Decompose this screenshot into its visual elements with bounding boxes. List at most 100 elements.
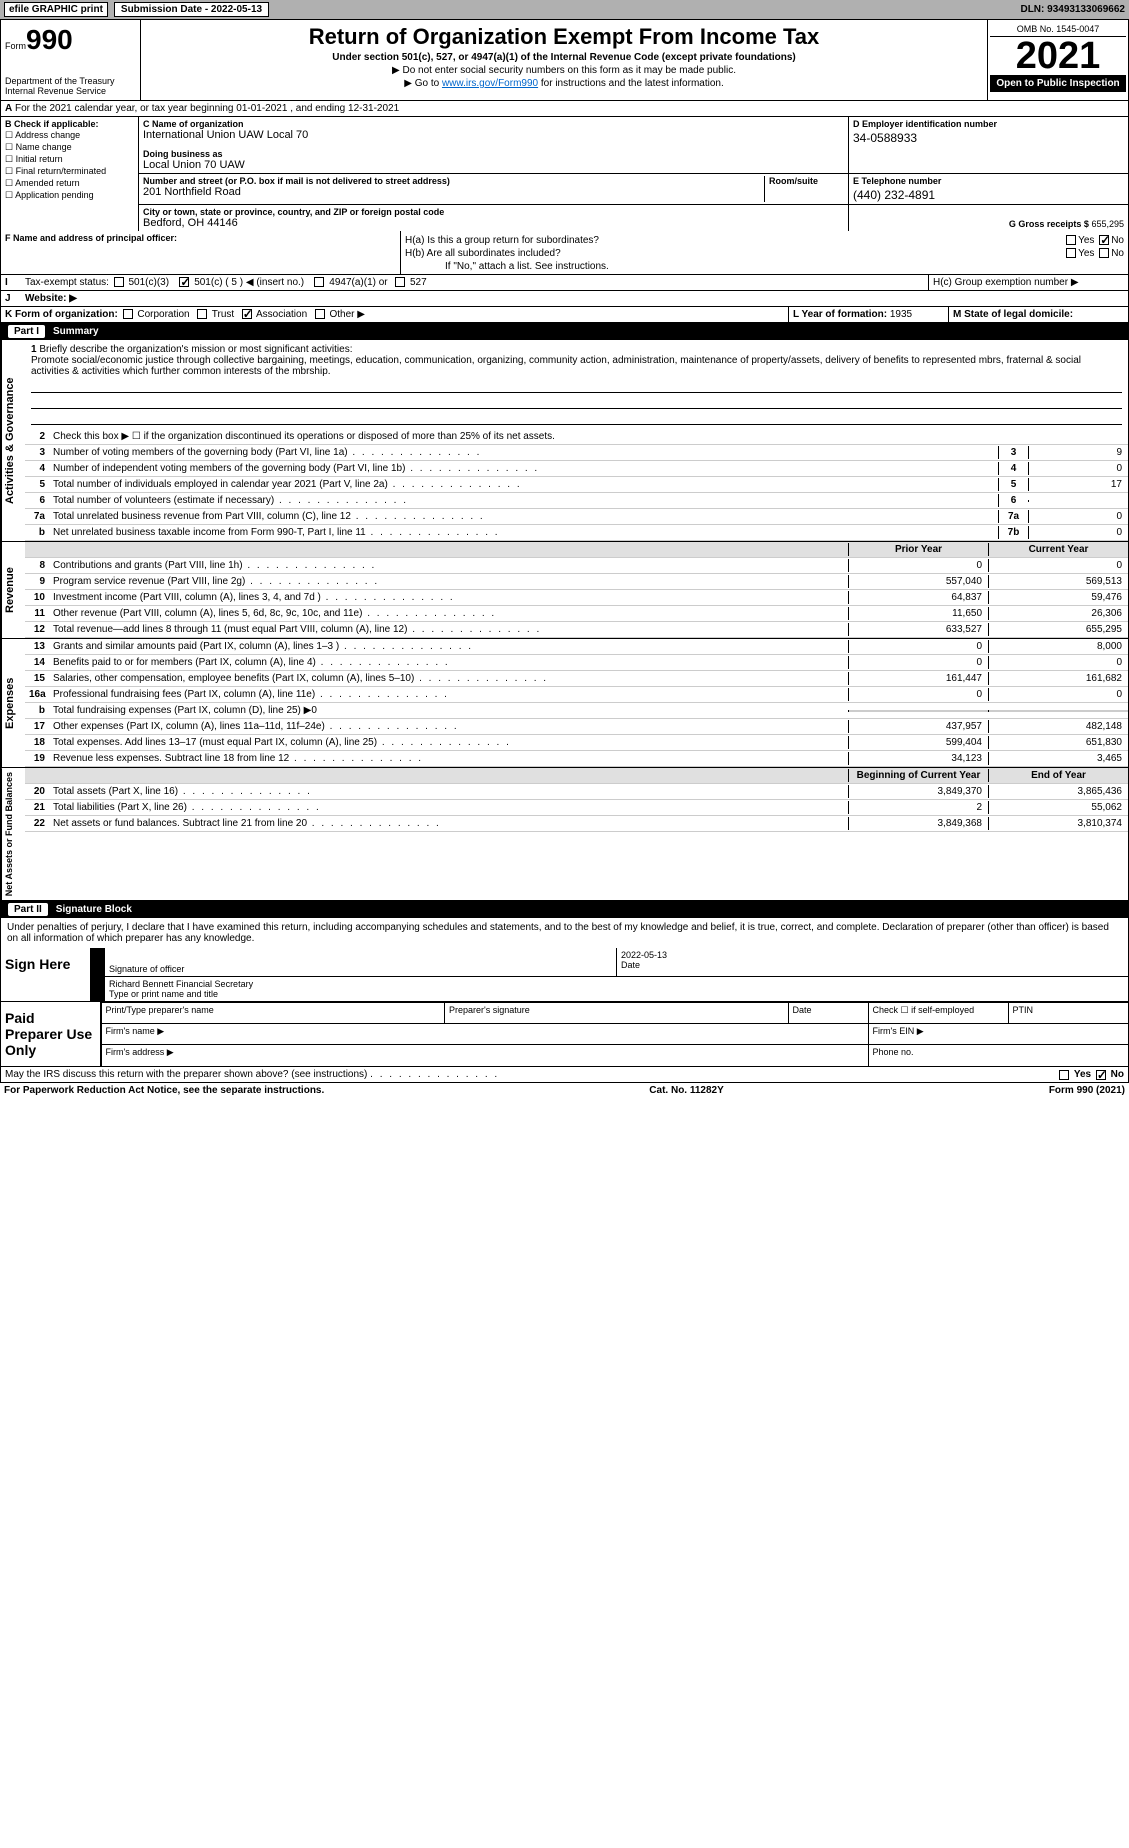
- city-label: City or town, state or province, country…: [143, 207, 844, 217]
- line-16a: 16aProfessional fundraising fees (Part I…: [25, 687, 1128, 703]
- lbl-other: Other ▶: [329, 309, 364, 320]
- chk-other[interactable]: [315, 309, 325, 319]
- chk-address[interactable]: ☐ Address change: [5, 130, 134, 141]
- line-19: 19Revenue less expenses. Subtract line 1…: [25, 751, 1128, 767]
- efile-badge: efile GRAPHIC print: [4, 2, 108, 17]
- chk-pending[interactable]: ☐ Application pending: [5, 190, 134, 201]
- chk-final-label: Final return/terminated: [16, 166, 107, 176]
- ha-yes[interactable]: [1066, 235, 1076, 245]
- tax-period: For the 2021 calendar year, or tax year …: [15, 103, 399, 114]
- chk-name[interactable]: ☐ Name change: [5, 142, 134, 153]
- part2-header: Part II Signature Block: [0, 901, 1129, 918]
- line-4: 4Number of independent voting members of…: [25, 461, 1128, 477]
- tax-year: 2021: [990, 37, 1126, 75]
- city: Bedford, OH 44146: [143, 217, 844, 229]
- officer-name-title: Richard Bennett Financial Secretary: [109, 979, 1124, 989]
- expenses-section: Expenses 13Grants and similar amounts pa…: [0, 639, 1129, 768]
- sign-block: Sign Here Signature of officer 2022-05-1…: [0, 948, 1129, 1002]
- ha-yes-label: Yes: [1078, 235, 1094, 246]
- paperwork-notice: For Paperwork Reduction Act Notice, see …: [4, 1085, 324, 1096]
- tab-expenses: Expenses: [1, 639, 25, 767]
- sig-officer-field: Signature of officer: [105, 948, 616, 976]
- chk-501c[interactable]: [179, 277, 189, 287]
- box-b-title: B Check if applicable:: [5, 119, 99, 129]
- form-number: 990: [26, 24, 73, 55]
- chk-final[interactable]: ☐ Final return/terminated: [5, 166, 134, 177]
- box-b: B Check if applicable: ☐ Address change …: [1, 117, 139, 231]
- row-k: K Form of organization: Corporation Trus…: [0, 307, 1129, 323]
- tab-netassets: Net Assets or Fund Balances: [1, 768, 25, 900]
- chk-pending-label: Application pending: [15, 190, 94, 200]
- footer: For Paperwork Reduction Act Notice, see …: [0, 1083, 1129, 1098]
- prep-name-label: Print/Type preparer's name: [101, 1002, 446, 1024]
- gross-label: G Gross receipts $: [1009, 219, 1089, 229]
- lbl-corp: Corporation: [137, 309, 189, 320]
- tab-governance: Activities & Governance: [1, 340, 25, 541]
- line-22: 22Net assets or fund balances. Subtract …: [25, 816, 1128, 832]
- part1-badge: Part I: [8, 325, 45, 338]
- hb-no[interactable]: [1099, 248, 1109, 258]
- chk-name-label: Name change: [16, 142, 72, 152]
- year-formed: 1935: [890, 309, 912, 320]
- chk-initial[interactable]: ☐ Initial return: [5, 154, 134, 165]
- chk-amended[interactable]: ☐ Amended return: [5, 178, 134, 189]
- chk-4947[interactable]: [314, 277, 324, 287]
- line-12: 12Total revenue—add lines 8 through 11 (…: [25, 622, 1128, 638]
- irs-link[interactable]: www.irs.gov/Form990: [442, 78, 538, 89]
- discuss-no[interactable]: [1096, 1070, 1106, 1080]
- box-m: M State of legal domicile:: [948, 307, 1128, 322]
- dba: Local Union 70 UAW: [143, 159, 844, 171]
- part1-header: Part I Summary: [0, 323, 1129, 340]
- hb-yes[interactable]: [1066, 248, 1076, 258]
- lbl-501c: 501(c) ( 5 ) ◀ (insert no.): [194, 277, 304, 288]
- col-cd: C Name of organization International Uni…: [139, 117, 1128, 231]
- line-14: 14Benefits paid to or for members (Part …: [25, 655, 1128, 671]
- penalty-text: Under penalties of perjury, I declare th…: [0, 918, 1129, 948]
- form-ref-year: 2021: [1099, 1085, 1121, 1096]
- title-cell: Return of Organization Exempt From Incom…: [141, 20, 988, 100]
- room-label: Room/suite: [769, 176, 844, 186]
- discuss-yes[interactable]: [1059, 1070, 1069, 1080]
- line-7a: 7aTotal unrelated business revenue from …: [25, 509, 1128, 525]
- year-formed-label: L Year of formation:: [793, 309, 887, 320]
- line-9: 9Program service revenue (Part VIII, lin…: [25, 574, 1128, 590]
- chk-501c3[interactable]: [114, 277, 124, 287]
- dln: DLN: 93493133069662: [1020, 4, 1125, 15]
- hb-note: If "No," attach a list. See instructions…: [405, 261, 1124, 272]
- hb-text: H(b) Are all subordinates included?: [405, 248, 561, 259]
- ein-label: D Employer identification number: [853, 119, 1124, 129]
- line-b: bNet unrelated business taxable income f…: [25, 525, 1128, 541]
- paid-preparer-label: Paid Preparer Use Only: [1, 1002, 101, 1066]
- gross-receipts: 655,295: [1091, 219, 1124, 229]
- hdr-prior: Prior Year: [848, 543, 988, 556]
- addr-label: Number and street (or P.O. box if mail i…: [143, 176, 764, 186]
- q2-text: Check this box ▶ ☐ if the organization d…: [49, 430, 1128, 443]
- line-6: 6Total number of volunteers (estimate if…: [25, 493, 1128, 509]
- line-3: 3Number of voting members of the governi…: [25, 445, 1128, 461]
- hdr-curr: Current Year: [988, 543, 1128, 556]
- may-discuss-text: May the IRS discuss this return with the…: [5, 1069, 367, 1080]
- ha-text: H(a) Is this a group return for subordin…: [405, 235, 599, 246]
- chk-527[interactable]: [395, 277, 405, 287]
- street-addr: 201 Northfield Road: [143, 186, 764, 198]
- q1-text: Briefly describe the organization's miss…: [39, 344, 352, 355]
- lbl-501c3: 501(c)(3): [128, 277, 169, 288]
- sig-arrow2-icon: [91, 977, 105, 1001]
- form-note1: ▶ Do not enter social security numbers o…: [145, 65, 983, 76]
- chk-corp[interactable]: [123, 309, 133, 319]
- line-17: 17Other expenses (Part IX, column (A), l…: [25, 719, 1128, 735]
- dept-treasury: Department of the Treasury: [5, 76, 136, 86]
- box-g: G Gross receipts $ 655,295: [848, 205, 1128, 231]
- submission-date[interactable]: Submission Date - 2022-05-13: [114, 2, 269, 17]
- preparer-block: Paid Preparer Use Only Print/Type prepar…: [0, 1002, 1129, 1067]
- line-b: bTotal fundraising expenses (Part IX, co…: [25, 703, 1128, 719]
- firm-phone-label: Phone no.: [868, 1044, 1129, 1066]
- catalog-num: Cat. No. 11282Y: [649, 1085, 723, 1096]
- date-label: Date: [621, 960, 640, 970]
- netassets-section: Net Assets or Fund Balances Beginning of…: [0, 768, 1129, 901]
- chk-trust[interactable]: [197, 309, 207, 319]
- box-c-city: City or town, state or province, country…: [139, 205, 848, 231]
- ha-no[interactable]: [1099, 235, 1109, 245]
- tab-revenue: Revenue: [1, 542, 25, 638]
- chk-assoc[interactable]: [242, 309, 252, 319]
